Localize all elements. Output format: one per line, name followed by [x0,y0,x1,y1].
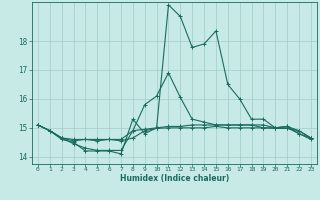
X-axis label: Humidex (Indice chaleur): Humidex (Indice chaleur) [120,174,229,183]
